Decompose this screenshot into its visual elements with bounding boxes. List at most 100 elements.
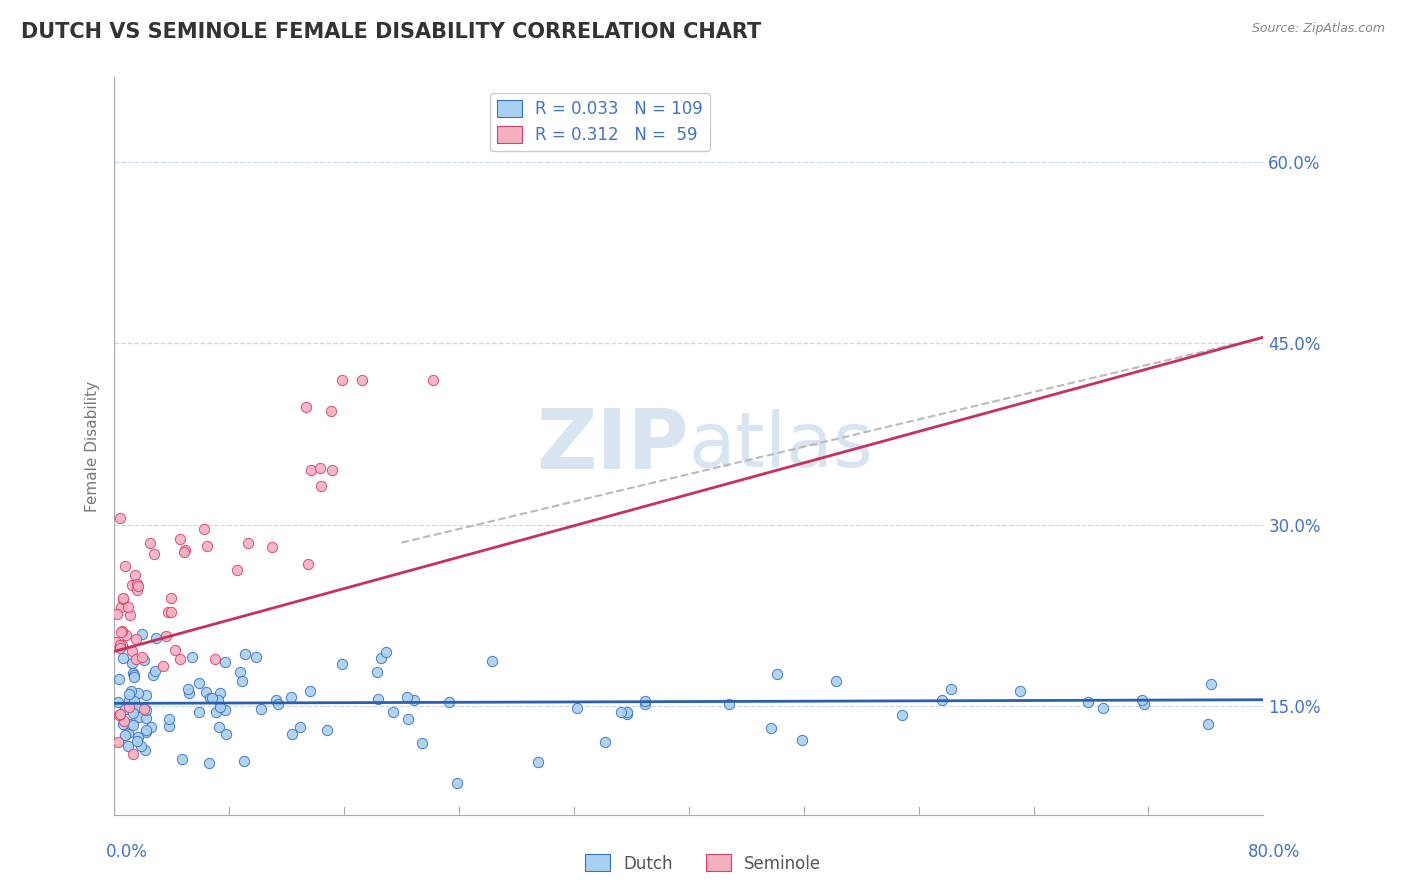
Point bbox=[172, 752, 194, 766]
Point bbox=[110, 707, 132, 722]
Point bbox=[169, 652, 191, 666]
Point bbox=[120, 683, 142, 698]
Point bbox=[280, 690, 302, 704]
Point bbox=[236, 536, 259, 550]
Point bbox=[112, 592, 135, 607]
Point bbox=[177, 682, 200, 697]
Point bbox=[396, 712, 419, 726]
Point bbox=[288, 720, 311, 734]
Point bbox=[139, 535, 162, 549]
Point bbox=[231, 673, 253, 688]
Point bbox=[193, 523, 215, 537]
Point bbox=[135, 723, 157, 738]
Point bbox=[233, 754, 256, 768]
Point bbox=[122, 668, 145, 682]
Point bbox=[527, 755, 550, 769]
Point bbox=[367, 692, 389, 706]
Point bbox=[157, 713, 180, 727]
Point bbox=[1008, 684, 1031, 698]
Point bbox=[135, 724, 157, 739]
Point bbox=[114, 702, 136, 716]
Point bbox=[330, 372, 353, 386]
Point bbox=[155, 629, 177, 643]
Y-axis label: Female Disability: Female Disability bbox=[86, 380, 100, 512]
Point bbox=[107, 735, 129, 749]
Point bbox=[124, 700, 146, 714]
Point bbox=[299, 463, 322, 477]
Point bbox=[108, 640, 131, 655]
Point bbox=[941, 682, 963, 697]
Point bbox=[790, 732, 813, 747]
Point bbox=[125, 734, 148, 748]
Point bbox=[481, 654, 503, 668]
Point bbox=[114, 559, 136, 574]
Point bbox=[422, 372, 444, 386]
Point bbox=[122, 694, 145, 708]
Point bbox=[330, 657, 353, 672]
Point bbox=[111, 639, 134, 653]
Point bbox=[1077, 695, 1099, 709]
Point bbox=[134, 743, 156, 757]
Point bbox=[129, 739, 152, 753]
Point bbox=[264, 693, 287, 707]
Point bbox=[163, 643, 186, 657]
Point bbox=[319, 404, 342, 418]
Point bbox=[1197, 716, 1219, 731]
Point bbox=[121, 656, 143, 670]
Point bbox=[214, 655, 236, 669]
Point bbox=[173, 543, 195, 558]
Point bbox=[321, 463, 343, 477]
Legend: Dutch, Seminole: Dutch, Seminole bbox=[578, 847, 828, 880]
Point bbox=[610, 705, 633, 719]
Point bbox=[122, 666, 145, 681]
Point bbox=[294, 400, 316, 414]
Point bbox=[127, 686, 149, 700]
Point bbox=[205, 706, 228, 720]
Point bbox=[122, 670, 145, 684]
Point bbox=[395, 690, 418, 705]
Point bbox=[105, 607, 128, 622]
Point bbox=[139, 720, 162, 734]
Point bbox=[112, 651, 135, 665]
Point bbox=[118, 693, 141, 707]
Point bbox=[565, 701, 588, 715]
Point bbox=[215, 727, 238, 741]
Point bbox=[135, 711, 157, 725]
Point bbox=[352, 372, 374, 386]
Point bbox=[121, 696, 143, 710]
Point bbox=[118, 716, 141, 731]
Point bbox=[616, 707, 638, 722]
Point bbox=[108, 511, 131, 525]
Point bbox=[309, 479, 332, 493]
Point bbox=[118, 607, 141, 622]
Point bbox=[157, 719, 180, 733]
Point bbox=[114, 728, 136, 742]
Point bbox=[437, 695, 460, 709]
Point bbox=[134, 653, 156, 667]
Point bbox=[226, 563, 249, 577]
Text: 0.0%: 0.0% bbox=[105, 843, 148, 861]
Point bbox=[132, 701, 155, 715]
Point bbox=[198, 691, 221, 706]
Point bbox=[891, 707, 914, 722]
Point bbox=[297, 557, 319, 571]
Point bbox=[446, 775, 468, 789]
Point bbox=[125, 583, 148, 598]
Point bbox=[616, 705, 638, 719]
Point bbox=[411, 736, 433, 750]
Point bbox=[315, 723, 337, 738]
Point bbox=[761, 721, 783, 735]
Point bbox=[173, 545, 195, 559]
Point bbox=[366, 665, 388, 679]
Point bbox=[402, 692, 425, 706]
Point bbox=[634, 697, 657, 711]
Point bbox=[135, 703, 157, 717]
Point bbox=[131, 627, 153, 641]
Point bbox=[117, 600, 139, 615]
Point bbox=[125, 652, 148, 666]
Point bbox=[267, 697, 290, 711]
Point bbox=[117, 687, 139, 701]
Point bbox=[208, 720, 231, 734]
Point bbox=[122, 747, 145, 762]
Point bbox=[114, 628, 136, 642]
